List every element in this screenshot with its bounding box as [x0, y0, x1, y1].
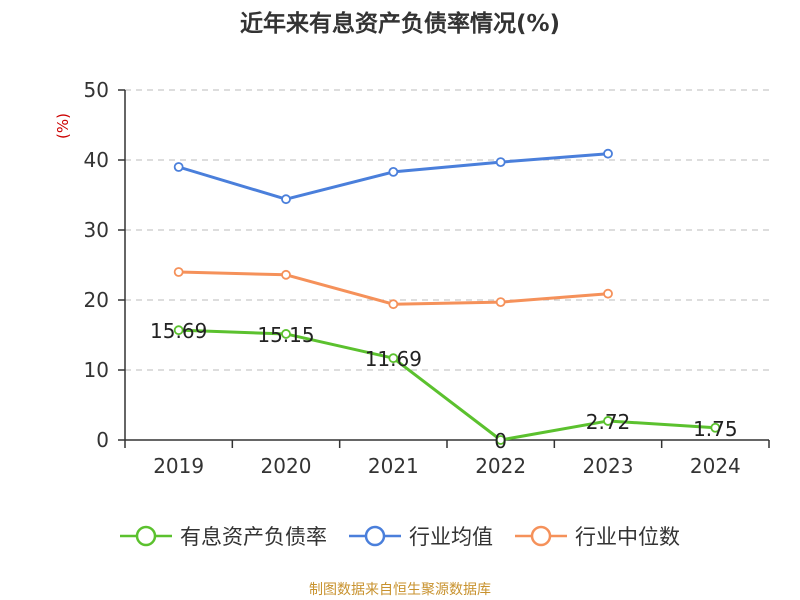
data-point — [173, 325, 184, 336]
legend-line-icon — [349, 525, 401, 547]
data-point — [603, 148, 613, 159]
x-tick-label: 2020 — [261, 454, 312, 478]
data-point — [388, 353, 399, 364]
data-point — [281, 269, 291, 280]
data-point — [281, 329, 291, 339]
legend-label: 行业中位数 — [575, 525, 680, 549]
legend: 有息资产负债率 行业均值 行业中位数 — [0, 521, 800, 551]
x-tick-label: 2024 — [690, 454, 741, 478]
data-point — [603, 288, 613, 299]
data-point — [388, 166, 399, 177]
legend-line-icon — [120, 525, 172, 547]
data-point — [710, 422, 721, 433]
y-tick-label: 30 — [84, 218, 109, 242]
data-point — [173, 267, 184, 277]
data-label: 15.69 — [150, 319, 207, 343]
y-tick-label: 0 — [96, 428, 109, 452]
data-point — [495, 297, 506, 308]
x-tick-label: 2022 — [475, 454, 526, 478]
source-note: 制图数据来自恒生聚源数据库 — [309, 582, 491, 598]
x-tick-label: 2023 — [583, 454, 634, 478]
data-label: 11.69 — [365, 347, 422, 371]
axes: 0 10 20 30 40 50 (%) 2019 2020 2021 2022 2023 2024 — [54, 78, 770, 478]
data-point — [495, 157, 506, 168]
data-point — [388, 299, 399, 310]
y-axis-title: (%) — [54, 113, 72, 139]
y-tick-label: 20 — [84, 288, 109, 312]
legend-item-series-2[interactable]: 行业中位数 — [515, 521, 680, 551]
data-label: 0 — [494, 429, 507, 453]
x-tick-label: 2019 — [153, 454, 204, 478]
data-point — [495, 435, 506, 445]
data-label: 2.72 — [586, 410, 631, 434]
data-label: 1.75 — [693, 417, 738, 441]
legend-item-series-0[interactable]: 有息资产负债率 — [120, 521, 327, 551]
legend-label: 有息资产负债率 — [180, 525, 327, 549]
data-point — [173, 162, 184, 172]
data-point — [603, 416, 613, 426]
y-tick-label: 10 — [84, 358, 109, 382]
data-label: 15.15 — [257, 323, 314, 347]
data-point — [281, 194, 291, 205]
y-tick-label: 50 — [84, 78, 109, 102]
series-line — [178, 328, 716, 442]
series-lines — [173, 148, 721, 445]
y-tick-label: 40 — [84, 148, 109, 172]
legend-line-icon — [515, 525, 567, 547]
chart-title: 近年来有息资产负债率情况(%) — [239, 11, 561, 37]
gridlines — [125, 89, 769, 371]
data-labels: 15.69 15.15 11.69 0 2.72 1.75 — [150, 319, 738, 453]
legend-label: 行业均值 — [409, 525, 493, 549]
x-tick-label: 2021 — [368, 454, 419, 478]
legend-item-series-1[interactable]: 行业均值 — [349, 521, 493, 551]
